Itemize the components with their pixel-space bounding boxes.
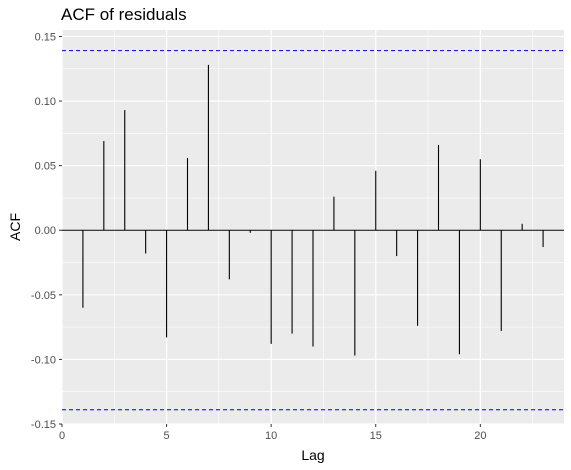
x-tick-label: 5 [164, 430, 170, 442]
y-axis: -0.15 -0.10 -0.05 0.00 0.05 0.10 0.15 [31, 31, 62, 431]
x-tick-label: 15 [370, 430, 382, 442]
x-axis: 0 5 10 15 20 [59, 424, 486, 442]
y-axis-title: ACF [7, 213, 23, 241]
y-tick-label: -0.05 [31, 290, 56, 302]
acf-bars [82, 64, 544, 356]
y-tick-label: -0.10 [31, 354, 56, 366]
y-tick-label: -0.15 [31, 419, 56, 431]
y-tick-label: 0.10 [35, 96, 56, 108]
plot-panel [62, 30, 564, 424]
x-tick-label: 10 [265, 430, 277, 442]
x-tick-label: 20 [474, 430, 486, 442]
chart-title: ACF of residuals [61, 5, 187, 24]
x-tick-label: 0 [59, 430, 65, 442]
x-axis-title: Lag [301, 447, 324, 463]
y-tick-label: 0.15 [35, 31, 56, 43]
y-tick-label: 0.05 [35, 161, 56, 173]
y-tick-label: 0.00 [35, 225, 56, 237]
